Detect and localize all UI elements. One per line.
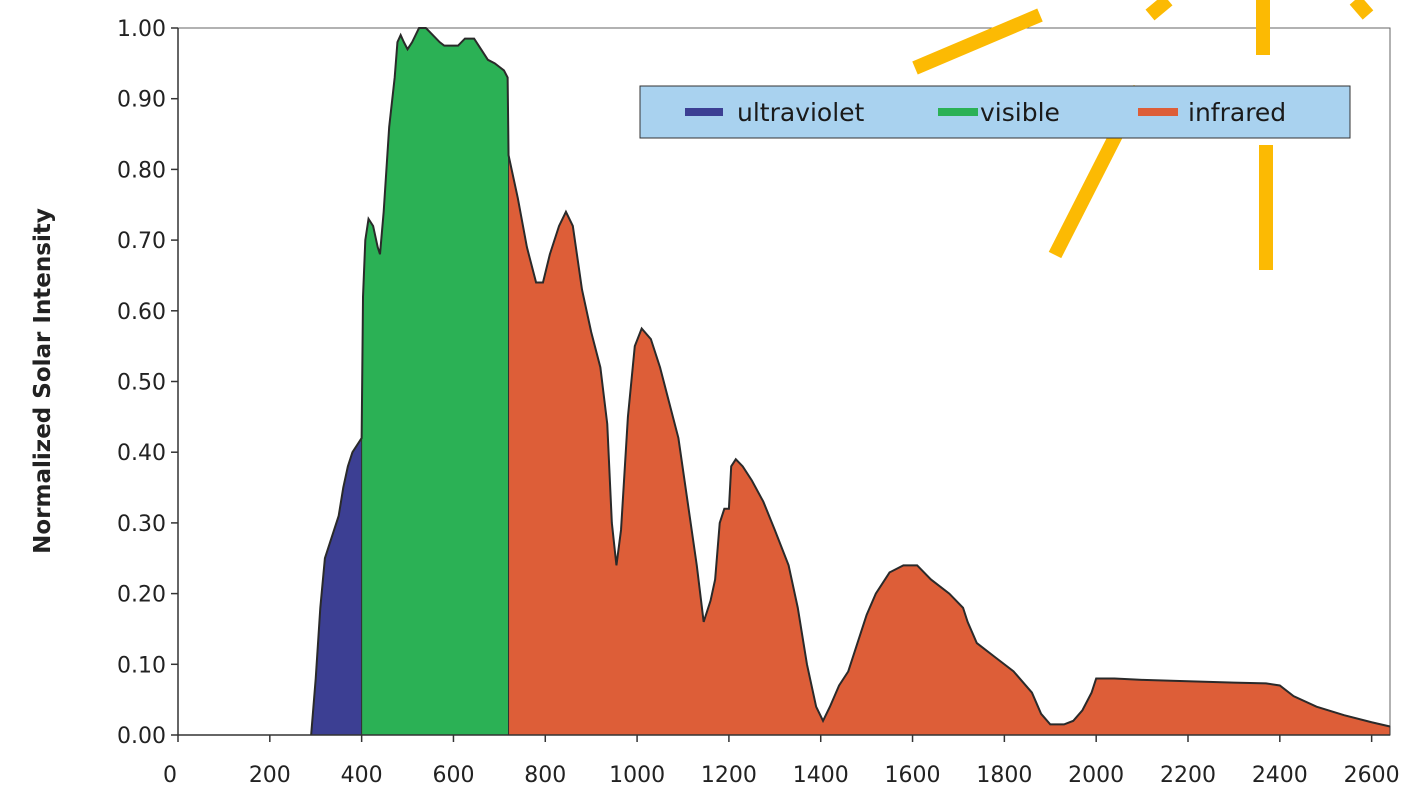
y-tick-label: 0.80: [117, 158, 166, 183]
x-tick-label: 2400: [1252, 763, 1308, 788]
legend-box: [639, 85, 1351, 139]
spectrum-areas: [310, 27, 1391, 736]
y-tick-label: 0.10: [117, 653, 166, 678]
y-tick-label: 0.50: [117, 371, 166, 396]
y-tick-label: 0.60: [117, 300, 166, 325]
legend-swatch-ultraviolet: [685, 108, 723, 116]
legend-swatch-infrared: [1138, 108, 1178, 116]
x-tick-label: 800: [524, 763, 566, 788]
y-tick-label: 0.90: [117, 88, 166, 113]
x-tick-label: 0: [163, 763, 177, 788]
legend-label-infrared: infrared: [1188, 98, 1286, 127]
x-tick-label: 1800: [976, 763, 1032, 788]
legend: ultraviolet visible infrared: [639, 85, 1351, 139]
x-tick-label: 200: [249, 763, 291, 788]
y-tick-label: 0.00: [117, 724, 166, 749]
legend-label-ultraviolet: ultraviolet: [737, 98, 865, 127]
x-tick-label: 2600: [1344, 763, 1400, 788]
sun-rays-icon: [912, 0, 1374, 270]
x-tick-label: 1400: [793, 763, 849, 788]
x-tick-label: 2200: [1160, 763, 1216, 788]
legend-label-visible: visible: [980, 98, 1060, 127]
y-tick-label: 0.30: [117, 512, 166, 537]
spectrum-outline: [310, 27, 1391, 736]
y-tick-label: 0.20: [117, 583, 166, 608]
spectrum-curve-line: [310, 27, 1391, 736]
x-tick-label: 600: [432, 763, 474, 788]
x-tick-label: 1600: [885, 763, 941, 788]
x-tick-label: 400: [341, 763, 383, 788]
y-tick-label: 0.70: [117, 229, 166, 254]
y-tick-label: 1.00: [117, 17, 166, 42]
x-axis-ticks: 0 200 400 600 800 1000 1200 1400 1600 1800 2000 220…: [163, 735, 1400, 788]
legend-swatch-visible: [938, 108, 978, 116]
y-axis-label: Normalized Solar Intensity: [30, 208, 56, 554]
x-tick-label: 2000: [1068, 763, 1124, 788]
y-tick-label: 0.40: [117, 441, 166, 466]
x-tick-label: 1000: [609, 763, 665, 788]
x-tick-label: 1200: [701, 763, 757, 788]
y-axis-ticks: 0.00 0.10 0.20 0.30 0.40 0.50 0.60 0.70 0.80 0.90…: [117, 17, 178, 749]
